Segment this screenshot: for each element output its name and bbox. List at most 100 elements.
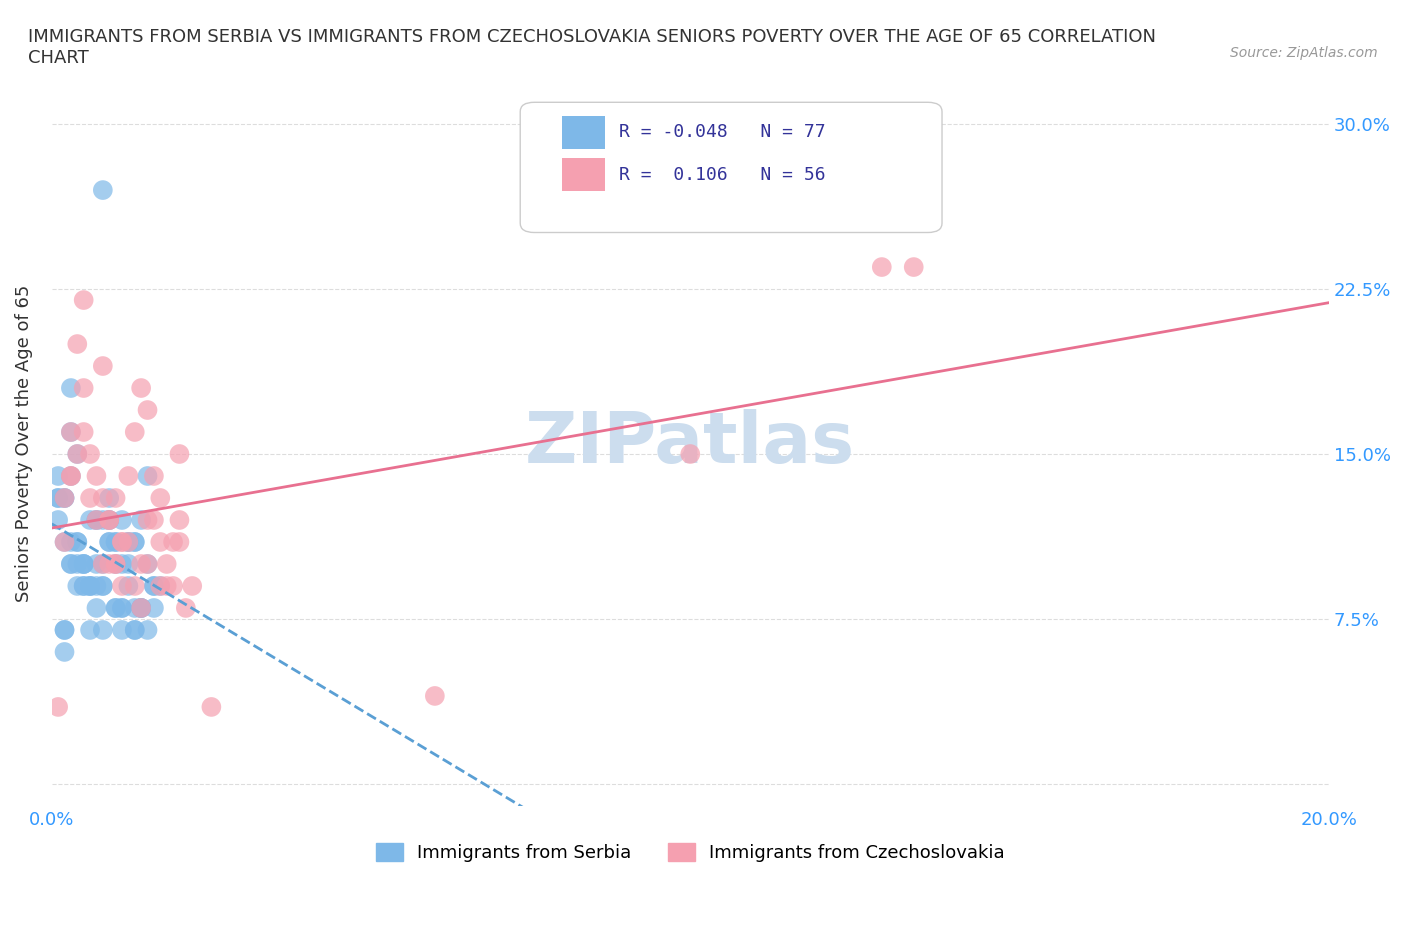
Point <box>46 490 69 505</box>
Point <box>117 469 139 484</box>
Point <box>73 556 96 571</box>
Point <box>79 578 101 593</box>
Point <box>86 556 108 571</box>
Point <box>111 535 134 550</box>
Point <box>104 535 127 550</box>
Point <box>46 699 69 714</box>
Point <box>149 535 172 550</box>
Point <box>86 512 108 527</box>
Point <box>91 578 114 593</box>
Point <box>53 622 76 637</box>
Point <box>98 512 121 527</box>
Point <box>86 512 108 527</box>
Point <box>91 490 114 505</box>
Point <box>149 490 172 505</box>
Point <box>142 469 165 484</box>
Point <box>91 359 114 374</box>
Point <box>53 535 76 550</box>
Point <box>73 380 96 395</box>
Point <box>104 490 127 505</box>
Point <box>59 556 82 571</box>
Point <box>98 512 121 527</box>
Point <box>79 578 101 593</box>
Point <box>73 556 96 571</box>
Point <box>117 535 139 550</box>
Point <box>98 512 121 527</box>
Point <box>142 512 165 527</box>
Point <box>129 601 152 616</box>
Point <box>124 535 146 550</box>
Point <box>129 601 152 616</box>
Point <box>200 699 222 714</box>
Point <box>870 259 893 274</box>
Point <box>104 556 127 571</box>
Point <box>66 535 89 550</box>
Point <box>91 556 114 571</box>
Point <box>136 469 159 484</box>
Point <box>136 556 159 571</box>
Point <box>117 535 139 550</box>
Point <box>59 380 82 395</box>
Point <box>174 601 197 616</box>
Point <box>46 512 69 527</box>
Point <box>162 578 184 593</box>
Point <box>53 490 76 505</box>
Text: Source: ZipAtlas.com: Source: ZipAtlas.com <box>1230 46 1378 60</box>
Point <box>104 601 127 616</box>
Point <box>124 601 146 616</box>
Point <box>59 425 82 440</box>
Point <box>59 556 82 571</box>
Text: ZIPatlas: ZIPatlas <box>526 408 855 477</box>
Point <box>181 578 204 593</box>
Point <box>91 622 114 637</box>
Point <box>86 578 108 593</box>
Legend: Immigrants from Serbia, Immigrants from Czechoslovakia: Immigrants from Serbia, Immigrants from … <box>368 836 1012 870</box>
Y-axis label: Seniors Poverty Over the Age of 65: Seniors Poverty Over the Age of 65 <box>15 285 32 602</box>
Point <box>73 578 96 593</box>
Point <box>79 512 101 527</box>
Point <box>117 535 139 550</box>
Point <box>86 512 108 527</box>
Point <box>142 578 165 593</box>
Point <box>129 601 152 616</box>
Point <box>66 535 89 550</box>
Point <box>98 535 121 550</box>
Point <box>136 556 159 571</box>
Point <box>98 490 121 505</box>
Point <box>53 535 76 550</box>
Text: R = -0.048   N = 77: R = -0.048 N = 77 <box>619 123 825 141</box>
Point <box>124 578 146 593</box>
Point <box>903 259 925 274</box>
Point <box>162 535 184 550</box>
Point <box>66 556 89 571</box>
Point <box>679 446 702 461</box>
Point <box>149 578 172 593</box>
Point <box>124 425 146 440</box>
Point <box>98 535 121 550</box>
Point <box>86 601 108 616</box>
Point <box>129 556 152 571</box>
Point <box>111 512 134 527</box>
Point <box>104 535 127 550</box>
Point <box>117 578 139 593</box>
Point <box>136 403 159 418</box>
Point <box>53 490 76 505</box>
Point <box>129 512 152 527</box>
Point <box>98 512 121 527</box>
Point <box>59 469 82 484</box>
Point <box>86 469 108 484</box>
Point <box>142 601 165 616</box>
Point <box>66 446 89 461</box>
Point <box>59 425 82 440</box>
Point <box>59 535 82 550</box>
Point <box>98 556 121 571</box>
Point <box>129 601 152 616</box>
Point <box>73 578 96 593</box>
Point <box>73 293 96 308</box>
Point <box>136 512 159 527</box>
Point <box>156 556 179 571</box>
Point <box>111 622 134 637</box>
Point <box>91 556 114 571</box>
Point <box>79 622 101 637</box>
Point <box>66 578 89 593</box>
